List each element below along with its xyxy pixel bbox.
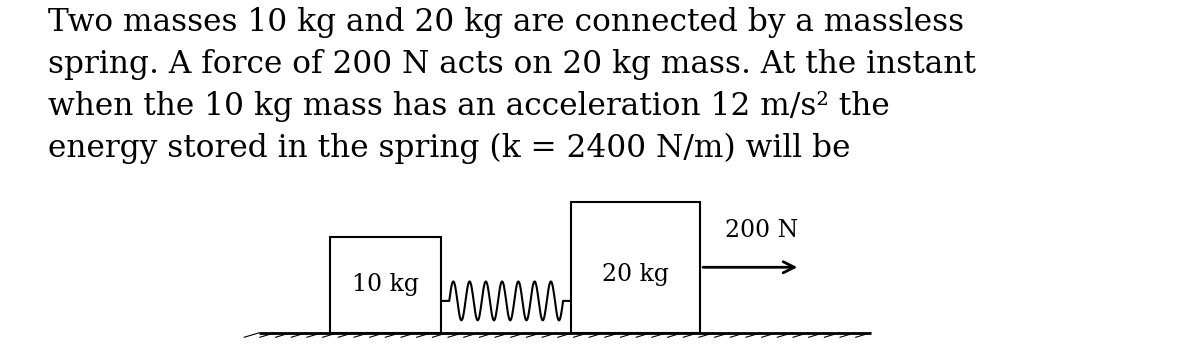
Text: 10 kg: 10 kg — [352, 274, 419, 296]
Bar — [571, 202, 701, 333]
Bar — [330, 237, 442, 333]
Text: 200 N: 200 N — [725, 219, 798, 242]
Text: 20 kg: 20 kg — [602, 263, 670, 286]
Text: Two masses 10 kg and 20 kg are connected by a massless
spring. A force of 200 N : Two masses 10 kg and 20 kg are connected… — [48, 7, 976, 164]
